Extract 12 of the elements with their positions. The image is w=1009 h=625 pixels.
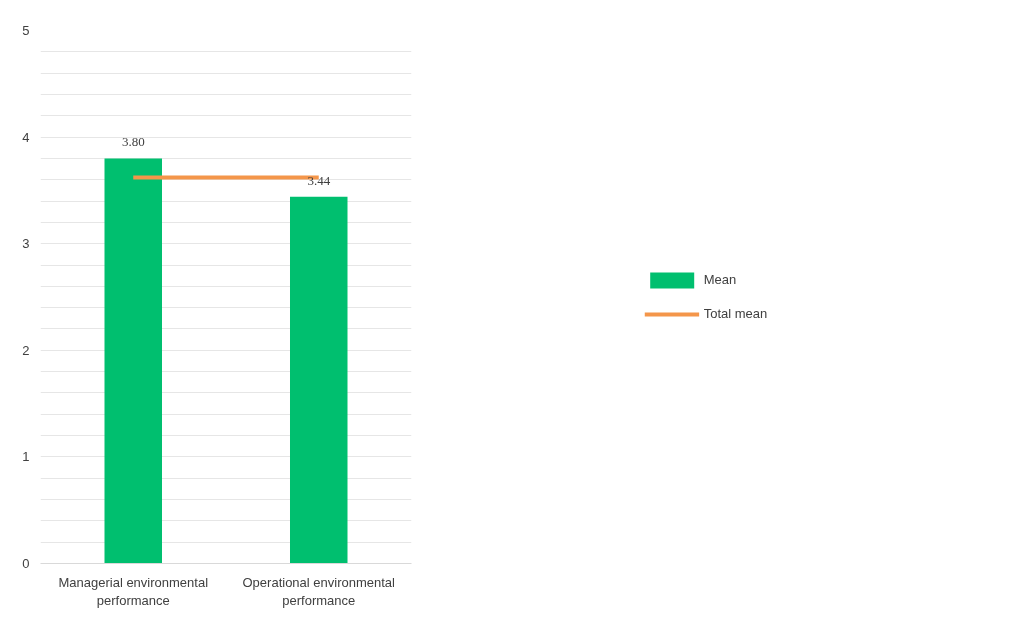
legend-label: Total mean <box>703 306 768 321</box>
y-tick-label: 2 <box>22 342 30 358</box>
y-tick-label: 1 <box>22 449 30 465</box>
legend-label: Mean <box>703 272 737 287</box>
y-tick-label: 3 <box>22 236 30 252</box>
data-label: 3.80 <box>121 134 145 150</box>
data-label: 3.44 <box>307 172 331 188</box>
x-tick-label: Managerial environmental performance <box>58 574 209 608</box>
y-tick-label: 0 <box>22 556 30 571</box>
y-tick-label: 4 <box>22 129 30 145</box>
y-tick-label: 5 <box>22 23 30 38</box>
x-tick-label: Operational environmental performance <box>242 574 396 608</box>
